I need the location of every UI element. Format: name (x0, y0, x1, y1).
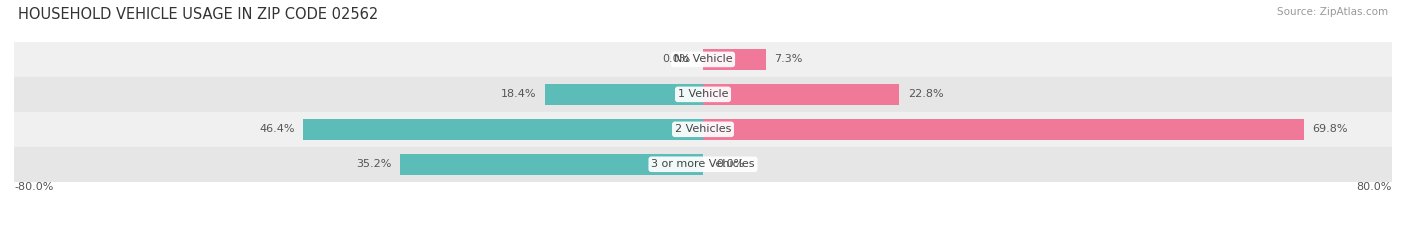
Text: 69.8%: 69.8% (1313, 124, 1348, 134)
Text: 3 or more Vehicles: 3 or more Vehicles (651, 159, 755, 169)
Text: 2 Vehicles: 2 Vehicles (675, 124, 731, 134)
Text: 80.0%: 80.0% (1357, 182, 1392, 192)
Text: No Vehicle: No Vehicle (673, 55, 733, 64)
Bar (703, 84, 900, 105)
Text: 22.8%: 22.8% (908, 89, 943, 99)
Text: 1 Vehicle: 1 Vehicle (678, 89, 728, 99)
Bar (14, 42, 1392, 77)
Text: 0.0%: 0.0% (716, 159, 744, 169)
Text: HOUSEHOLD VEHICLE USAGE IN ZIP CODE 02562: HOUSEHOLD VEHICLE USAGE IN ZIP CODE 0256… (18, 7, 378, 22)
Text: Source: ZipAtlas.com: Source: ZipAtlas.com (1277, 7, 1388, 17)
Bar (544, 84, 703, 105)
Text: 7.3%: 7.3% (775, 55, 803, 64)
Bar (703, 119, 1305, 140)
Text: 18.4%: 18.4% (501, 89, 536, 99)
Text: -80.0%: -80.0% (14, 182, 53, 192)
Bar (304, 119, 703, 140)
Bar (14, 112, 1392, 147)
Text: 35.2%: 35.2% (356, 159, 391, 169)
Legend: Owner-occupied, Renter-occupied: Owner-occupied, Renter-occupied (586, 230, 820, 233)
Bar (14, 147, 1392, 182)
Bar (14, 77, 1392, 112)
Bar (399, 154, 703, 175)
Text: 46.4%: 46.4% (259, 124, 295, 134)
Text: 0.0%: 0.0% (662, 55, 690, 64)
Bar (703, 49, 766, 70)
